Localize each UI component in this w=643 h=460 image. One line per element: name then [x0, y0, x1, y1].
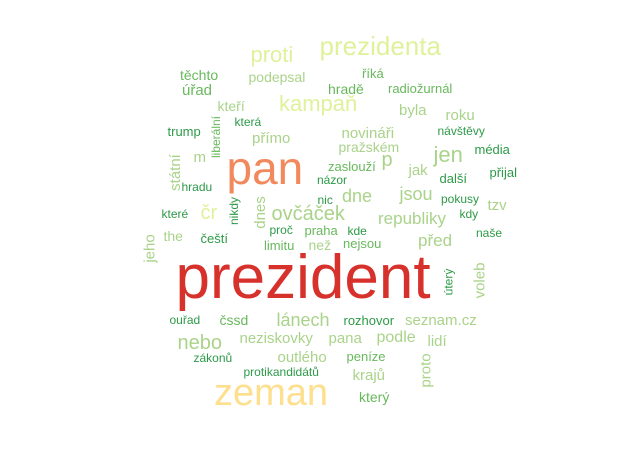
cloud-word: protikandidátů [243, 365, 319, 379]
cloud-word: říká [362, 65, 384, 81]
cloud-word: prezidenta [319, 31, 441, 61]
cloud-word: těchto [180, 67, 219, 83]
cloud-word: the [163, 228, 183, 244]
cloud-word: m [193, 148, 207, 166]
cloud-word: pana [328, 329, 362, 347]
cloud-word: prezident [175, 243, 431, 312]
cloud-word: nebo [177, 332, 223, 354]
cloud-word: nikdy [227, 196, 242, 226]
cloud-word: zeman [214, 372, 329, 414]
cloud-word: čeští [200, 230, 228, 246]
cloud-word: proti [250, 42, 294, 67]
cloud-word: rozhovor [343, 312, 395, 328]
cloud-word: praha [304, 222, 338, 238]
cloud-word: neziskovky [239, 329, 313, 347]
cloud-word: která [234, 115, 262, 129]
cloud-word: radiožurnál [388, 80, 453, 96]
cloud-word: přímo [252, 129, 291, 147]
cloud-word: kdy [459, 207, 479, 221]
cloud-word: návštěvy [437, 124, 485, 138]
cloud-word: jak [408, 161, 428, 179]
cloud-word: dne [342, 186, 373, 206]
cloud-word: byla [399, 101, 427, 119]
cloud-word: kampaň [279, 91, 358, 116]
cloud-word: podepsal [248, 69, 306, 85]
cloud-word: outlého [277, 348, 327, 366]
cloud-word: další [439, 170, 467, 186]
cloud-word: limitu [264, 237, 295, 253]
cloud-word: jeho [141, 233, 159, 263]
cloud-word: peníze [346, 348, 386, 364]
cloud-word: jsou [399, 184, 433, 204]
cloud-word: pan [226, 142, 304, 194]
cloud-word: než [308, 237, 332, 253]
cloud-word: jen [433, 142, 463, 167]
cloud-word: liberální [209, 115, 224, 159]
cloud-word: proto [417, 352, 435, 388]
cloud-word: úřad [182, 81, 213, 99]
cloud-word: kteří [217, 98, 245, 114]
cloud-word: pražském [338, 139, 400, 155]
cloud-word: které [161, 207, 189, 221]
cloud-word: tzv [487, 196, 507, 214]
cloud-word: krajů [352, 366, 386, 384]
cloud-word: názor [317, 173, 348, 187]
cloud-word: hradu [181, 180, 213, 194]
cloud-word: média [474, 141, 510, 157]
cloud-word: pokusy [441, 192, 480, 206]
cloud-word: voleb [471, 262, 489, 298]
cloud-word: republiky [378, 208, 447, 228]
cloud-word: nejsou [343, 235, 382, 251]
cloud-word: kde [347, 224, 367, 238]
cloud-word: čssd [219, 312, 249, 328]
cloud-word: zaslouží [328, 158, 376, 174]
cloud-word: roku [445, 106, 475, 124]
cloud-word: ouřad [169, 313, 201, 327]
cloud-word: státní [166, 153, 184, 191]
cloud-word: zákonů [193, 351, 233, 365]
cloud-word: seznam.cz [405, 311, 477, 329]
cloud-word: lidí [427, 332, 447, 350]
cloud-word: podle [376, 329, 416, 346]
cloud-word: přijal [489, 164, 517, 180]
cloud-word: trump [167, 123, 201, 139]
cloud-word: proč [269, 223, 293, 237]
cloud-word: p [381, 149, 393, 171]
cloud-word: který [359, 389, 390, 405]
cloud-word: ovčáček [271, 203, 345, 225]
cloud-word: úterý [440, 268, 455, 296]
cloud-word: čr [200, 202, 218, 224]
cloud-word: hradě [328, 81, 364, 97]
cloud-word: lánech [276, 310, 330, 330]
cloud-word: novináři [341, 124, 395, 142]
cloud-word: naše [476, 226, 503, 240]
cloud-word: dnes [251, 195, 269, 229]
cloud-word: před [418, 230, 453, 250]
cloud-word: nic [317, 193, 333, 207]
